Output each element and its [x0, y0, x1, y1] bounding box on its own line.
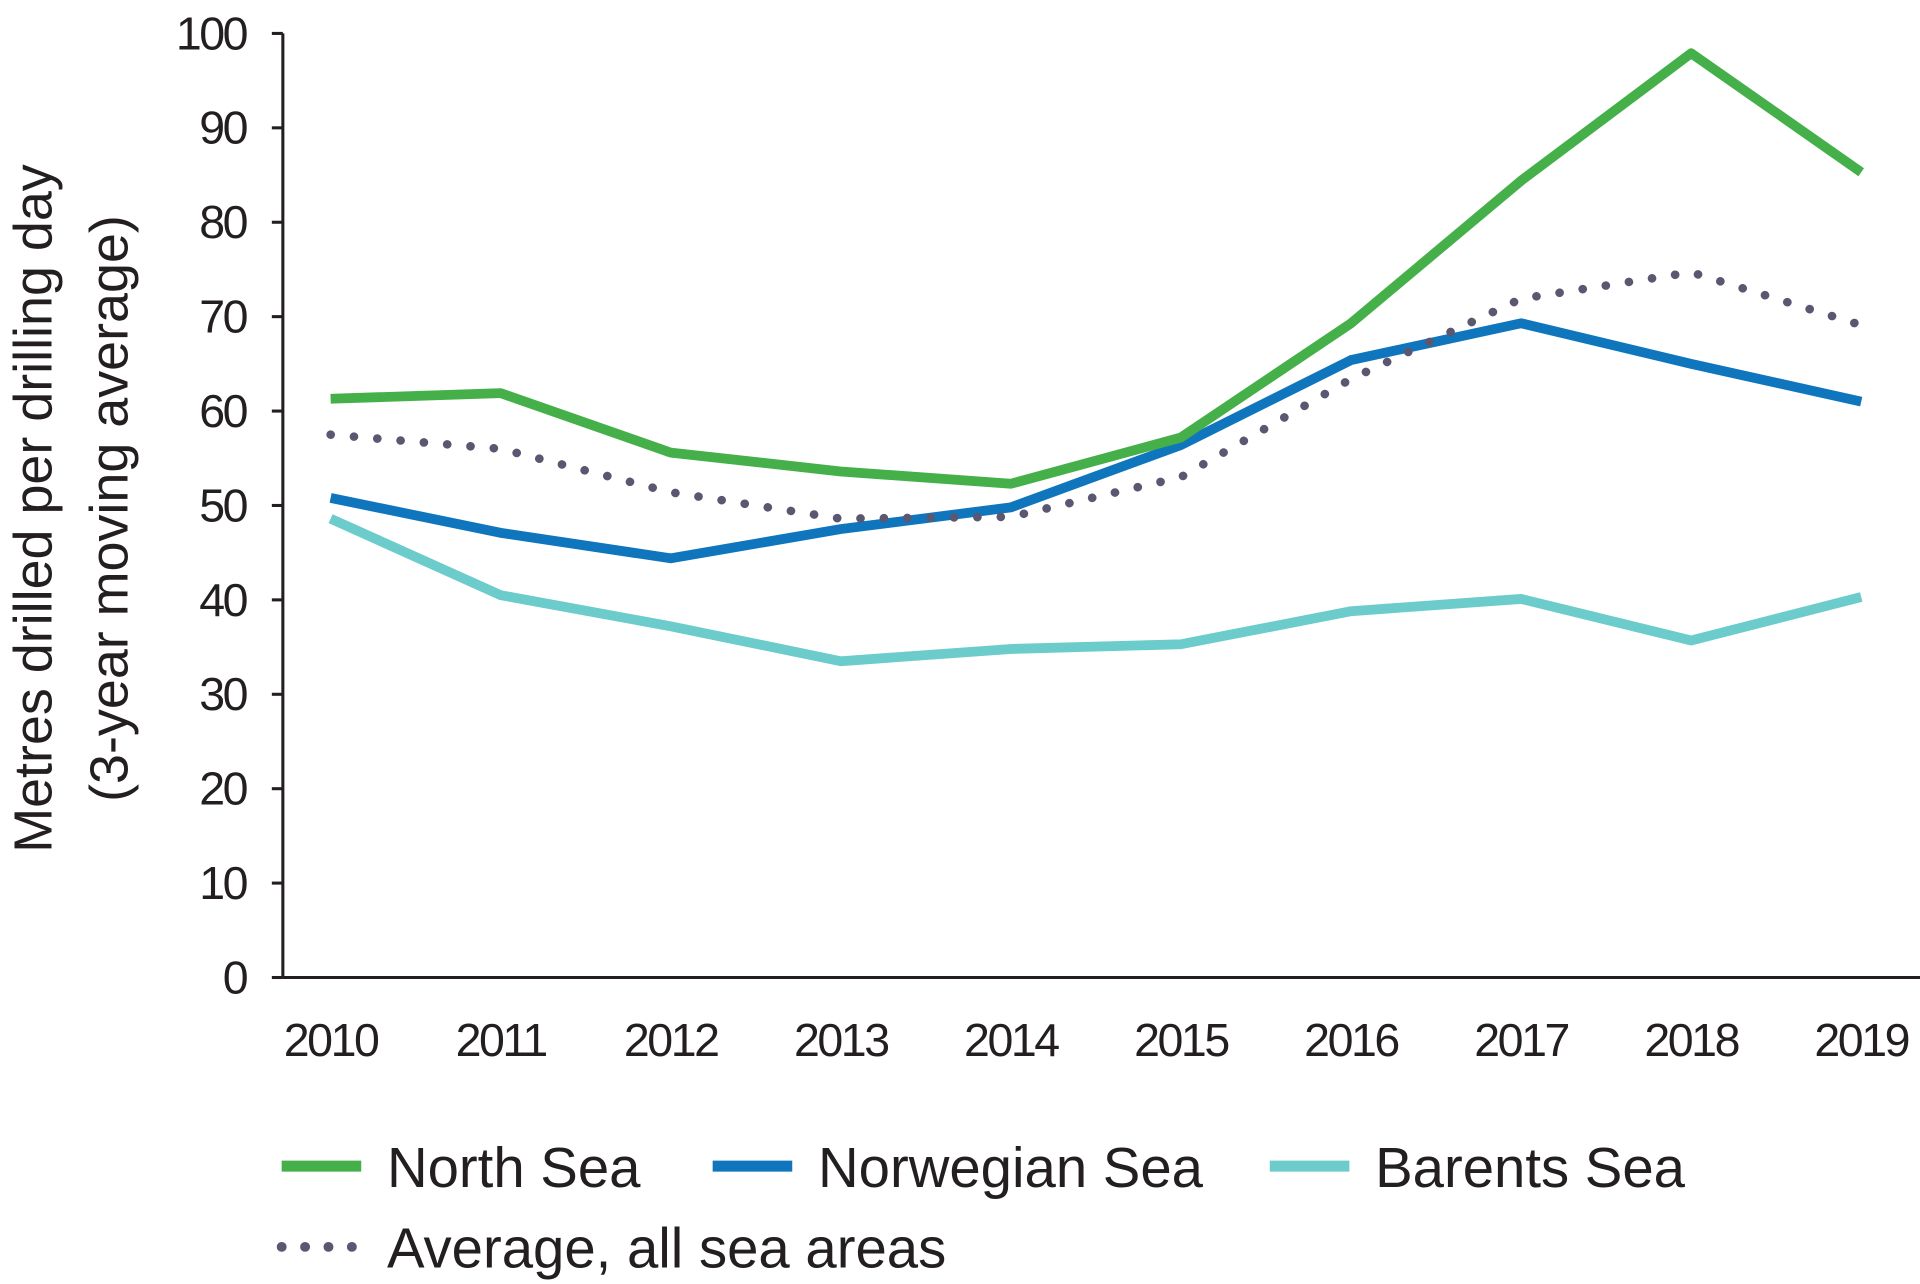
series-line-norwegian-sea: [329, 318, 1863, 564]
x-tick-label: 2016: [1304, 1014, 1398, 1066]
y-tick-label: 60: [199, 385, 247, 437]
y-tick-label: 0: [223, 951, 248, 1003]
legend-label: North Sea: [387, 1136, 641, 1199]
series-line-average-all-sea-areas: [326, 267, 1866, 523]
y-tick-label: 40: [199, 574, 247, 626]
y-axis-label: Metres drilled per drilling day (3-year …: [3, 164, 139, 853]
y-tick-label: 10: [199, 857, 247, 909]
y-axis-label-line-2: (3-year moving average): [79, 215, 139, 802]
y-tick-label: 30: [199, 668, 247, 720]
x-tick-label: 2015: [1134, 1014, 1228, 1066]
series-line-barents-sea: [328, 514, 1863, 667]
y-tick-label: 20: [199, 763, 247, 815]
x-tick-label: 2012: [624, 1014, 718, 1066]
legend-label: Norwegian Sea: [818, 1136, 1204, 1199]
x-tick-label: 2017: [1474, 1014, 1568, 1066]
legend-label: Barents Sea: [1375, 1136, 1686, 1199]
y-axis-label-line-1: Metres drilled per drilling day: [3, 164, 63, 853]
y-tick-label: 50: [199, 479, 247, 531]
x-tick-label: 2019: [1814, 1014, 1908, 1066]
y-tick-label: 90: [199, 102, 247, 154]
x-tick-label: 2013: [794, 1014, 888, 1066]
legend-item: Norwegian Sea: [712, 1136, 1204, 1199]
y-tick-label: 70: [199, 291, 247, 343]
legend-item: North Sea: [281, 1136, 641, 1199]
y-tick-label: 100: [176, 7, 248, 59]
x-tick-label: 2014: [964, 1014, 1059, 1066]
legend-item: Barents Sea: [1269, 1136, 1686, 1199]
legend-label: Average, all sea areas: [387, 1217, 946, 1280]
x-tick-label: 2010: [284, 1014, 379, 1066]
series-line-north-sea: [330, 48, 1865, 489]
y-tick-label: 80: [199, 196, 247, 248]
x-tick-label: 2011: [456, 1014, 547, 1066]
legend-item: Average, all sea areas: [276, 1217, 946, 1280]
x-tick-label: 2018: [1644, 1014, 1738, 1066]
